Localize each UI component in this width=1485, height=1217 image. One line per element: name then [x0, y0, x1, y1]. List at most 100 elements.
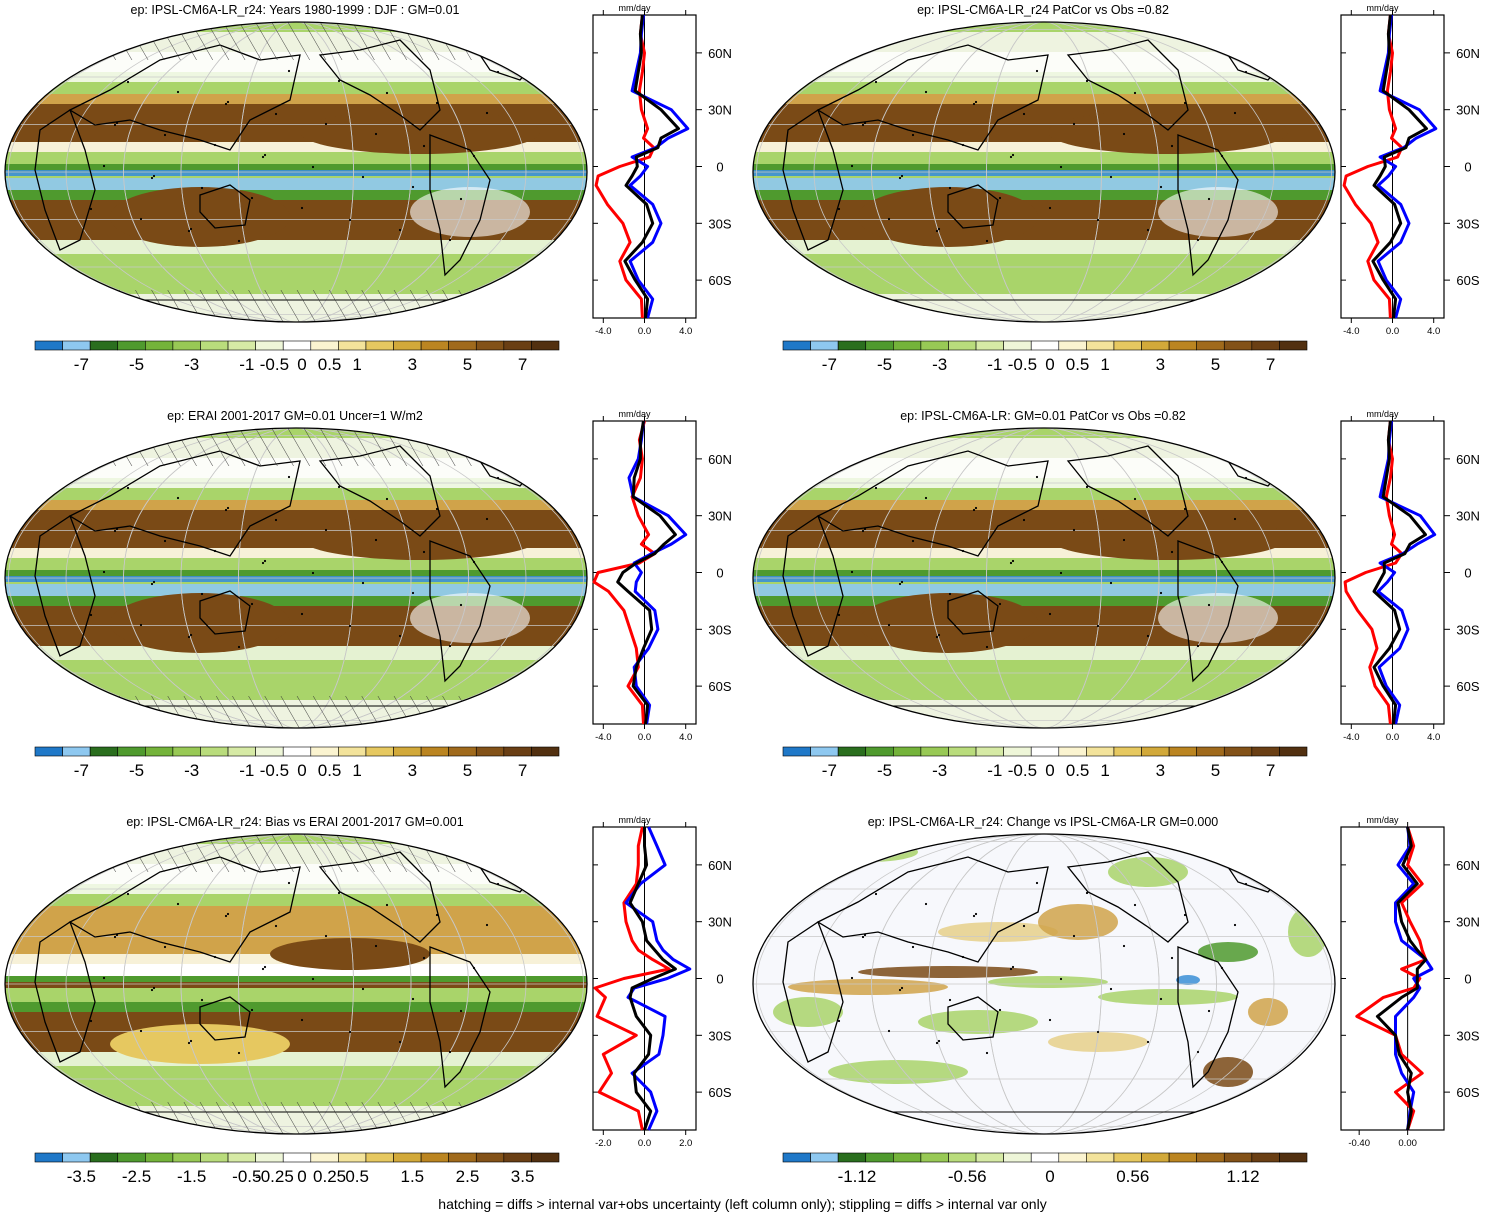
colorbar-tick-label: -1	[239, 761, 255, 780]
series-line-0	[1355, 826, 1428, 1131]
colorbar-swatch	[782, 1152, 811, 1163]
colorbar-tick-label: -5	[128, 355, 145, 374]
panel-graphics: mm/day 60N 30N 0 30S 60S -2.0 0.0 2.0	[4, 815, 732, 1163]
lat-tick-label: 60N	[1456, 858, 1480, 873]
panel-4: mm/day 60N 30N 0 30S 60S -4.0 0.0 4.0 ep: IPSL-CM…	[748, 406, 1485, 811]
x-tick-label: 0.0	[638, 326, 651, 337]
colorbar-swatch	[1223, 1152, 1253, 1163]
colorbar-swatch	[837, 340, 867, 351]
x-tick-label: -2.0	[595, 1138, 611, 1149]
series-line-0	[1343, 420, 1404, 725]
colorbar-tick-label: 1	[352, 355, 362, 374]
colorbar-swatch	[1168, 340, 1197, 351]
x-tick-label: 4.0	[679, 326, 692, 337]
colorbar-swatch	[365, 746, 394, 757]
colorbar-swatch	[62, 746, 91, 757]
colorbar-swatch	[420, 340, 449, 351]
colorbar-swatch	[282, 1152, 312, 1163]
colorbar-tick-label: 3.5	[510, 1167, 535, 1186]
profile-unit: mm/day	[618, 409, 651, 419]
x-tick-label: 0.0	[638, 1138, 651, 1149]
colorbar-swatch	[117, 340, 146, 351]
colorbar-swatch	[948, 340, 977, 351]
series-line-2	[1372, 420, 1427, 725]
x-tick-label: 4.0	[1427, 732, 1440, 743]
colorbar-swatch	[62, 340, 91, 351]
lat-tick-label: 30S	[1456, 622, 1479, 637]
profile-unit: mm/day	[1366, 409, 1399, 419]
panel-3: mm/day 60N 30N 0 30S 60S -4.0 0.0 4.0 ep: ERAI 20…	[0, 406, 742, 811]
colorbar-tick-label: -3	[184, 355, 200, 374]
colorbar-swatch	[393, 746, 422, 757]
colorbar-tick-label: -0.5	[259, 355, 290, 374]
lat-tick-label: 30S	[708, 216, 731, 231]
colorbar-swatch	[893, 746, 922, 757]
colorbar-tick-label: 0	[1045, 761, 1055, 780]
lat-tick-label: 0	[1464, 160, 1471, 175]
colorbar-swatch	[448, 1152, 477, 1163]
series-line-2	[1375, 826, 1428, 1131]
panel-1: mm/day 60N 30N 0 30S 60S -4.0 0.0 4.0 ep: IPSL-CM…	[0, 0, 742, 405]
lat-tick-label: 0	[716, 972, 723, 987]
colorbar-swatch	[172, 340, 201, 351]
colorbar-tick-label: -3	[932, 355, 948, 374]
colorbar-tick-label: -3.5	[66, 1167, 97, 1186]
x-tick-label: 0.0	[638, 732, 651, 743]
map-title: ep: IPSL-CM6A-LR_r24: Years 1980-1999 : …	[130, 3, 460, 17]
colorbar-swatch	[1003, 746, 1032, 757]
lat-tick-label: 60S	[708, 273, 731, 288]
series-line-1	[1394, 826, 1434, 1131]
lat-tick-label: 30N	[1456, 915, 1480, 930]
colorbar-swatch	[172, 1152, 201, 1163]
x-tick-label: 4.0	[679, 732, 692, 743]
colorbar-tick-label: 1	[1100, 761, 1110, 780]
map-field	[5, 22, 587, 322]
colorbar-swatch	[475, 1152, 505, 1163]
colorbar-swatch	[117, 746, 146, 757]
lat-tick-label: 60S	[1456, 1085, 1479, 1100]
lat-tick-label: 60S	[708, 679, 731, 694]
lat-tick-label: 0	[716, 160, 723, 175]
colorbar-tick-label: 0.5	[1065, 761, 1090, 780]
series-line-2	[1371, 14, 1428, 319]
colorbar-swatch	[920, 746, 949, 757]
colorbar-swatch	[1279, 746, 1308, 757]
lat-tick-label: 0	[1464, 566, 1471, 581]
colorbar-swatch	[310, 746, 339, 757]
colorbar-swatch	[1279, 1152, 1308, 1163]
colorbar-swatch	[448, 746, 477, 757]
colorbar-swatch	[865, 746, 894, 757]
colorbar-tick-label: -7	[821, 761, 837, 780]
colorbar-swatch	[172, 746, 201, 757]
map-field	[5, 834, 587, 1134]
map-border	[4, 21, 588, 323]
series-line-1	[1376, 420, 1437, 725]
colorbar-tick-label: 0.5	[1065, 355, 1090, 374]
map-border	[752, 21, 1336, 323]
colorbar-tick-label: 3	[407, 355, 418, 374]
map-field	[5, 428, 587, 728]
colorbar-swatch	[34, 1152, 63, 1163]
colorbar-swatch	[255, 746, 284, 757]
colorbar-swatch	[1279, 340, 1308, 351]
colorbar-swatch	[865, 1152, 894, 1163]
colorbar-swatch	[365, 340, 394, 351]
colorbar-tick-label: 7	[517, 761, 528, 780]
lat-tick-label: 30N	[1456, 509, 1480, 524]
profile-unit: mm/day	[1366, 815, 1399, 825]
lat-tick-label: 60S	[1456, 273, 1479, 288]
colorbar-swatch	[503, 746, 532, 757]
colorbar-swatch	[227, 746, 256, 757]
colorbar-swatch	[310, 1152, 339, 1163]
lat-tick-label: 60N	[708, 858, 732, 873]
colorbar-swatch	[145, 746, 174, 757]
colorbar-swatch	[62, 1152, 91, 1163]
colorbar-swatch	[1086, 746, 1115, 757]
colorbar-swatch	[865, 340, 894, 351]
colorbar-swatch	[975, 746, 1004, 757]
colorbar-swatch	[475, 340, 505, 351]
colorbar-swatch	[1196, 340, 1225, 351]
map-title: ep: ERAI 2001-2017 GM=0.01 Uncer=1 W/m2	[167, 409, 423, 423]
series-line-2	[616, 420, 677, 725]
colorbar-tick-label: 5	[462, 761, 473, 780]
